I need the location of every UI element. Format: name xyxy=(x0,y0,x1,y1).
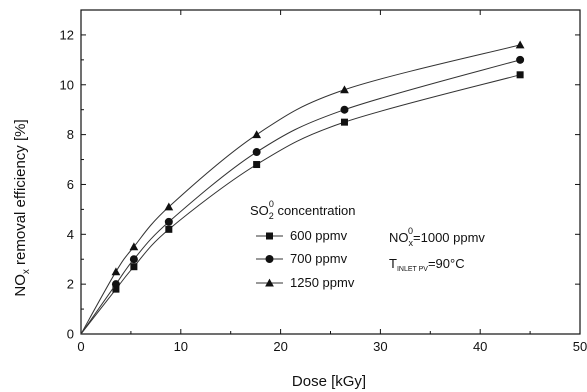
series-line xyxy=(80,44,521,335)
data-point xyxy=(340,118,348,126)
series-1250-ppmv xyxy=(80,40,525,335)
data-point xyxy=(515,40,525,49)
legend-title-pre: SO xyxy=(250,203,269,218)
legend-marker xyxy=(265,278,274,287)
data-point xyxy=(516,71,524,79)
nox-post: =1000 ppmv xyxy=(413,230,485,245)
legend-label: 1250 ppmv xyxy=(290,275,355,290)
nox-pre: NO xyxy=(389,230,409,245)
nox-sub: x xyxy=(409,238,414,248)
data-point xyxy=(252,130,262,139)
series-line xyxy=(80,59,521,335)
y-axis-title-pre: NO xyxy=(12,274,29,297)
legend-title-post: concentration xyxy=(274,203,356,218)
legend-entries: 600 ppmv 700 ppmv 1250 ppmv xyxy=(256,228,355,290)
temp-condition: TINLET PV=90°C xyxy=(389,256,465,273)
x-tick-label: 20 xyxy=(273,339,287,354)
conditions: NOx 0=1000 ppmv TINLET PV=90°C xyxy=(389,226,485,273)
data-point xyxy=(129,242,139,251)
y-tick-label: 2 xyxy=(67,277,74,292)
legend-title: SO2 0 concentration xyxy=(250,199,356,221)
legend-title-sub: 2 xyxy=(269,211,274,221)
legend: SO2 0 concentration 600 ppmv 700 ppmv 1250 … xyxy=(250,199,356,290)
data-point xyxy=(129,255,138,264)
y-axis-title-sub: x xyxy=(21,269,32,274)
y-axis-title-post: removal efficiency [%] xyxy=(12,119,29,269)
data-point xyxy=(340,105,349,114)
x-axis-title: Dose [kGy] xyxy=(292,373,366,390)
data-point xyxy=(165,225,173,233)
y-tick-label: 10 xyxy=(60,77,74,92)
legend-label: 700 ppmv xyxy=(290,251,348,266)
temp-sub: INLET PV xyxy=(397,266,428,273)
data-point xyxy=(130,263,138,271)
x-tick-label: 50 xyxy=(573,339,587,354)
y-axis-title: NOx removal efficiency [%] xyxy=(12,119,32,296)
temp-post: =90°C xyxy=(428,256,465,271)
legend-label: 600 ppmv xyxy=(290,228,348,243)
data-point xyxy=(164,202,174,211)
data-point xyxy=(111,280,120,289)
y-tick-label: 4 xyxy=(67,227,74,242)
legend-marker xyxy=(265,255,274,263)
legend-title-sup: 0 xyxy=(269,199,274,209)
y-tick-label: 0 xyxy=(67,327,74,342)
nox-sup: 0 xyxy=(408,226,413,236)
x-tick-label: 40 xyxy=(473,339,487,354)
data-point xyxy=(253,161,261,169)
temp-pre: T xyxy=(389,256,397,271)
x-tick-label: 10 xyxy=(174,339,188,354)
data-point xyxy=(112,285,120,293)
data-point xyxy=(340,85,349,94)
nox-condition: NOx 0=1000 ppmv xyxy=(389,226,485,248)
series-layer xyxy=(80,40,525,335)
legend-marker xyxy=(266,232,273,240)
x-tick-label: 30 xyxy=(373,339,387,354)
data-point xyxy=(252,148,261,157)
x-tick-label: 0 xyxy=(77,339,84,354)
data-point xyxy=(164,217,173,226)
data-point xyxy=(111,267,121,276)
y-tick-label: 6 xyxy=(67,177,74,192)
series-700-ppmv xyxy=(80,55,525,335)
data-point xyxy=(516,55,525,64)
y-tick-label: 8 xyxy=(67,127,74,142)
y-tick-label: 12 xyxy=(60,27,74,42)
